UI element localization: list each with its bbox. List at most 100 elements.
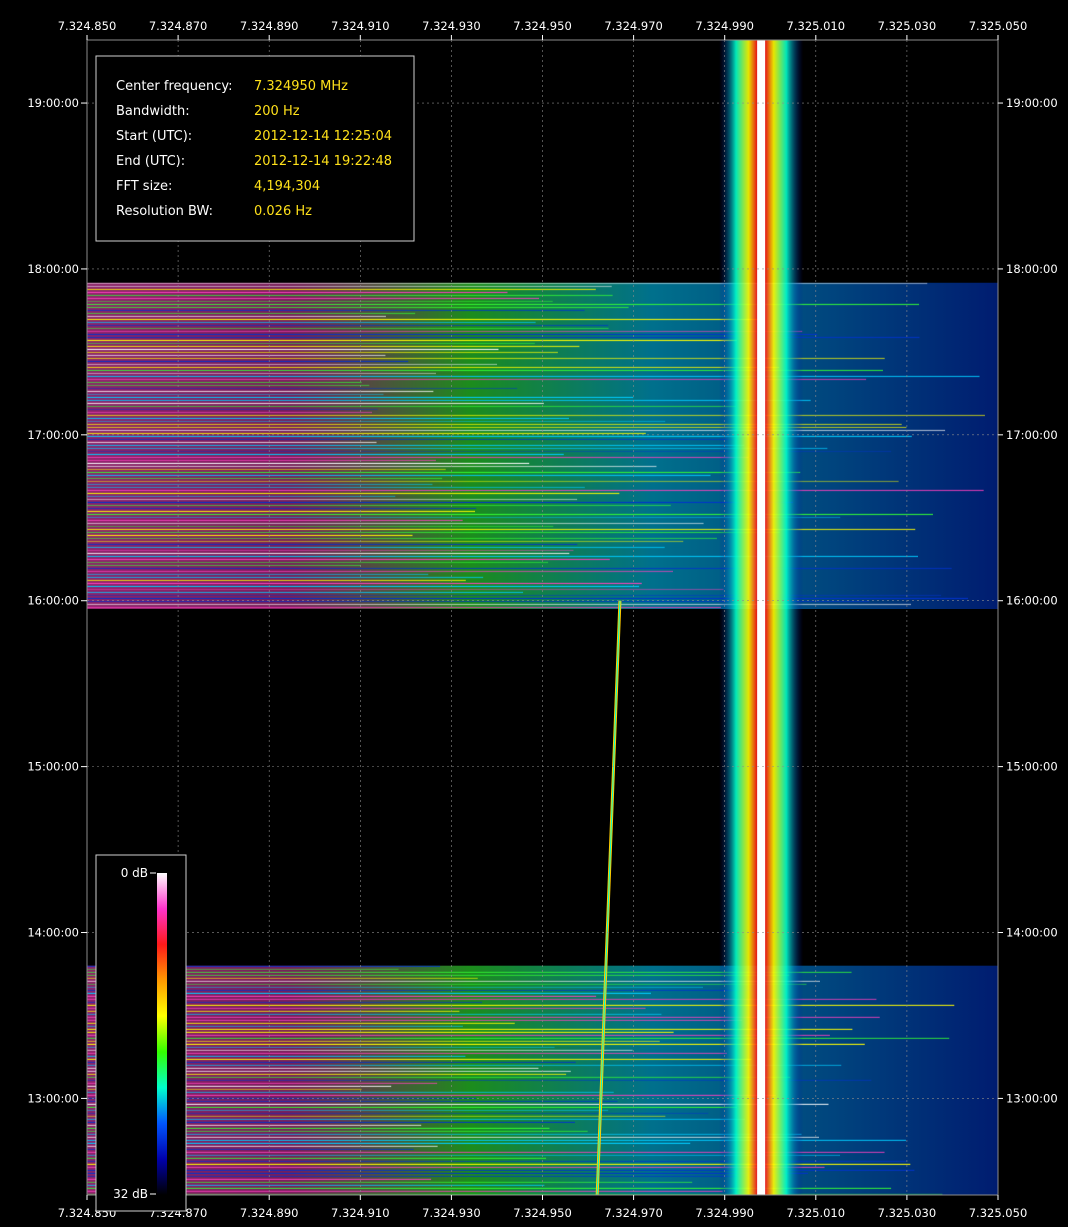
y-tick-label-right: 19:00:00 (1006, 96, 1058, 110)
noise-streak (87, 375, 980, 378)
noise-streak (87, 1166, 825, 1169)
noise-streak (87, 459, 436, 462)
noise-streak (87, 1181, 693, 1184)
noise-streak (87, 411, 373, 414)
noise-streak (87, 1016, 880, 1019)
noise-streak (87, 1010, 460, 1013)
noise-streak (87, 474, 711, 477)
noise-streak (87, 1148, 414, 1151)
noise-streak (87, 363, 498, 366)
info-key: Bandwidth: (116, 104, 190, 119)
noise-streak (87, 441, 377, 444)
noise-streak (87, 555, 919, 558)
noise-streak (87, 1067, 539, 1070)
noise-streak (87, 1046, 555, 1049)
noise-streak (87, 483, 433, 486)
noise-streak (87, 1112, 709, 1115)
noise-streak (87, 399, 811, 402)
x-tick-label-bottom: 7.325.010 (787, 1206, 846, 1220)
noise-streak (87, 989, 776, 992)
noise-streak (87, 288, 596, 291)
noise-streak (87, 1169, 915, 1172)
noise-streak (87, 1082, 438, 1085)
y-tick-label-left: 14:00:00 (27, 926, 79, 940)
y-tick-label-right: 16:00:00 (1006, 594, 1058, 608)
noise-streak (87, 968, 399, 971)
carrier-line (757, 40, 766, 1195)
noise-streak (87, 366, 780, 369)
noise-streak (87, 1013, 662, 1016)
noise-streak (87, 1103, 829, 1106)
noise-streak (87, 294, 613, 297)
noise-streak (87, 384, 370, 387)
y-tick-label-left: 16:00:00 (27, 594, 79, 608)
noise-streak (87, 1055, 466, 1058)
noise-streak (87, 1025, 463, 1028)
noise-streak (87, 579, 466, 582)
noise-streak (87, 1109, 609, 1112)
noise-streak (87, 1190, 723, 1193)
noise-streak (87, 519, 463, 522)
noise-streak (87, 327, 609, 330)
noise-streak (87, 402, 544, 405)
noise-streak (87, 480, 899, 483)
noise-streak (87, 501, 793, 504)
noise-streak (87, 339, 737, 342)
noise-streak (87, 1085, 392, 1088)
x-tick-label-top: 7.324.910 (331, 19, 390, 33)
noise-streak (87, 603, 912, 606)
noise-streak (87, 1091, 614, 1094)
y-tick-label-right: 18:00:00 (1006, 262, 1058, 276)
noise-streak (87, 1184, 545, 1187)
x-tick-label-top: 7.324.990 (695, 19, 754, 33)
noise-streak (87, 324, 609, 327)
noise-streak (87, 543, 578, 546)
noise-streak (87, 992, 651, 995)
noise-streak (87, 588, 724, 591)
noise-streak (87, 360, 409, 363)
noise-streak (87, 1019, 743, 1022)
noise-streak (87, 465, 657, 468)
noise-streak (87, 333, 818, 336)
noise-streak (87, 1172, 808, 1175)
noise-streak (87, 291, 508, 294)
noise-streak (87, 387, 518, 390)
noise-streak (87, 1043, 865, 1046)
noise-streak (87, 1115, 666, 1118)
noise-streak (87, 546, 665, 549)
noise-streak (87, 1157, 547, 1160)
noise-streak (87, 396, 634, 399)
noise-streak (87, 495, 396, 498)
noise-streak (87, 606, 721, 609)
x-tick-label-bottom: 7.324.990 (695, 1206, 754, 1220)
noise-streak (87, 1037, 950, 1040)
noise-streak (87, 351, 558, 354)
noise-streak (87, 582, 642, 585)
noise-streak (87, 408, 378, 411)
noise-streak (87, 378, 867, 381)
noise-streak (87, 336, 920, 339)
x-tick-label-bottom: 7.325.050 (969, 1206, 1028, 1220)
noise-streak (87, 1151, 885, 1154)
info-rows: Center frequency: 7.324950 MHz Bandwidth: 2… (116, 79, 392, 219)
noise-streak (87, 369, 883, 372)
scale-top-label: 0 dB (121, 866, 148, 880)
info-value: 2012-12-14 12:25:04 (254, 129, 392, 144)
noise-streak (87, 513, 933, 516)
noise-streak (87, 1160, 907, 1163)
noise-streak (87, 1064, 842, 1067)
noise-streak (87, 456, 749, 459)
noise-streak (87, 1127, 550, 1130)
info-key: Resolution BW: (116, 204, 213, 219)
noise-streak (87, 1118, 745, 1121)
noise-streak (87, 1022, 515, 1025)
noise-streak (87, 1061, 576, 1064)
noise-streak (87, 1052, 727, 1055)
noise-streak (87, 405, 737, 408)
noise-streak (87, 1070, 571, 1073)
noise-streak (87, 507, 477, 510)
x-tick-label-top: 7.325.050 (969, 19, 1028, 33)
x-tick-labels-top: 7.324.850 7.324.870 7.324.890 7.324.910 7.32… (58, 19, 1028, 40)
noise-streak (87, 345, 580, 348)
